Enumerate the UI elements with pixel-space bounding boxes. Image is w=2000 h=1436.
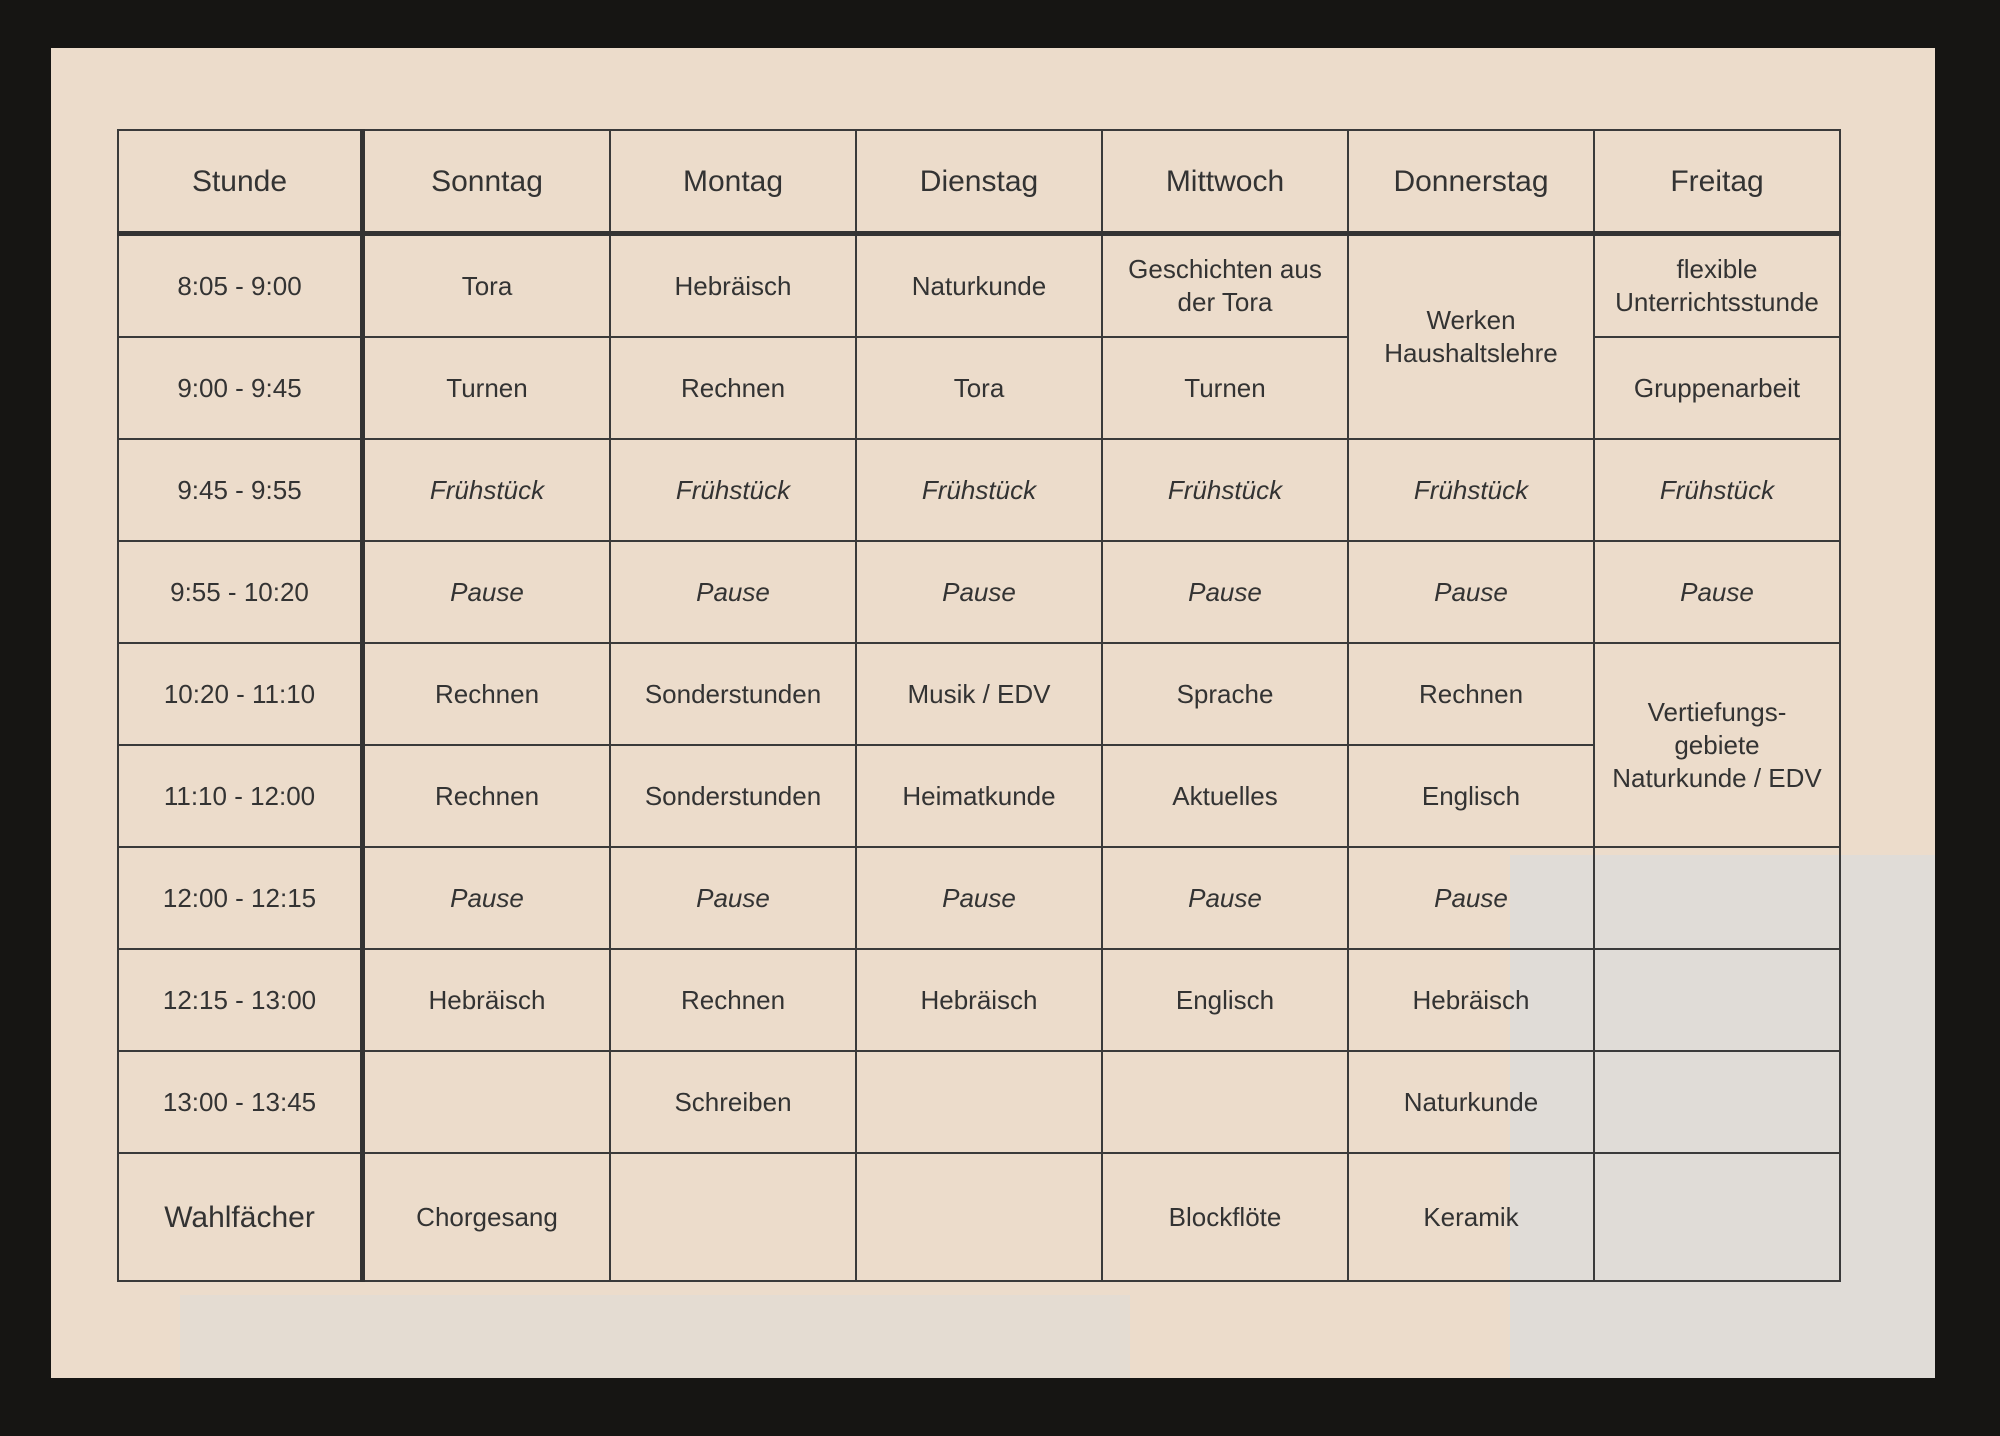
table-cell: Pause <box>1347 540 1595 644</box>
time-cell: Wahlfächer <box>117 1152 365 1282</box>
column-header: Dienstag <box>855 129 1103 236</box>
table-row: 8:05 - 9:00 Tora Hebräisch Naturkunde Geschi… <box>117 232 1841 440</box>
table-cell: Blockflöte <box>1101 1152 1349 1282</box>
table-cell: Tora <box>361 232 611 338</box>
table-cell: Heimatkunde <box>855 744 1103 848</box>
table-cell: Keramik <box>1347 1152 1595 1282</box>
table-cell: Pause <box>1101 846 1349 950</box>
table-row: 11:10 - 12:00 Rechnen Sonderstunden Heimatk… <box>117 744 1840 848</box>
table-cell: Aktuelles <box>1101 744 1349 848</box>
table-row: 10:20 - 11:10 Rechnen Sonderstunden Musik /… <box>117 642 1841 848</box>
header-row: Stunde Sonntag Montag Dienstag Mittwoch Donne… <box>117 129 1841 236</box>
table-row: 9:45 - 9:55 Frühstück Frühstück Frühstück Fr… <box>117 438 1841 542</box>
time-cell: 9:00 - 9:45 <box>117 336 365 440</box>
table-cell: Pause <box>361 540 611 644</box>
table-cell: Frühstück <box>609 438 857 542</box>
table-row: 12:00 - 12:15 Pause Pause Pause Pause Pause <box>117 846 1841 950</box>
time-cell: 9:45 - 9:55 <box>117 438 365 542</box>
timetable: Stunde Sonntag Montag Dienstag Mittwoch Donne… <box>117 129 1841 1282</box>
table-row: 12:15 - 13:00 Hebräisch Rechnen Hebräisch En… <box>117 948 1841 1052</box>
table-cell: Englisch <box>1347 744 1595 848</box>
table-cell: Schreiben <box>609 1050 857 1154</box>
table-cell: Pause <box>1347 846 1595 950</box>
table-cell: Pause <box>609 540 857 644</box>
faded-area <box>180 1295 1130 1378</box>
table-cell: Turnen <box>1101 336 1349 440</box>
table-cell: Rechnen <box>361 744 611 848</box>
table-cell: Pause <box>855 540 1103 644</box>
table-row: 9:55 - 10:20 Pause Pause Pause Pause Pause Pau… <box>117 540 1841 644</box>
table-cell: Frühstück <box>361 438 611 542</box>
table-cell: Geschichten aus der Tora <box>1101 232 1349 338</box>
table-cell: Englisch <box>1101 948 1349 1052</box>
table-cell: Hebräisch <box>1347 948 1595 1052</box>
table-cell: Pause <box>609 846 857 950</box>
table-cell: Pause <box>1101 540 1349 644</box>
table-cell: Hebräisch <box>855 948 1103 1052</box>
column-header: Donnerstag <box>1347 129 1595 236</box>
time-cell: 12:00 - 12:15 <box>117 846 365 950</box>
column-header: Mittwoch <box>1101 129 1349 236</box>
table-cell: Frühstück <box>1101 438 1349 542</box>
table-cell <box>855 1050 1103 1154</box>
table-cell: Frühstück <box>855 438 1103 542</box>
table-cell: Naturkunde <box>1347 1050 1595 1154</box>
table-cell <box>1593 948 1841 1052</box>
table-row: Wahlfächer Chorgesang Blockflöte Keramik <box>117 1152 1841 1282</box>
time-cell: 8:05 - 9:00 <box>117 232 365 338</box>
table-cell: Gruppenarbeit <box>1593 336 1841 440</box>
table-cell <box>855 1152 1103 1282</box>
table-cell: Chorgesang <box>361 1152 611 1282</box>
column-header: Freitag <box>1593 129 1841 236</box>
time-cell: 12:15 - 13:00 <box>117 948 365 1052</box>
column-header: Sonntag <box>361 129 611 236</box>
table-cell: Rechnen <box>609 948 857 1052</box>
table-cell: Frühstück <box>1593 438 1841 542</box>
table-cell: Rechnen <box>609 336 857 440</box>
table-cell: Musik / EDV <box>855 642 1103 746</box>
table-row: 13:00 - 13:45 Schreiben Naturkunde <box>117 1050 1841 1154</box>
table-cell: Tora <box>855 336 1103 440</box>
table-cell: Turnen <box>361 336 611 440</box>
time-cell: 11:10 - 12:00 <box>117 744 365 848</box>
table-cell <box>361 1050 611 1154</box>
table-cell: Werken Haushaltslehre <box>1347 232 1595 440</box>
table-cell: Sonderstunden <box>609 744 857 848</box>
time-cell: 10:20 - 11:10 <box>117 642 365 746</box>
table-cell: Sonderstunden <box>609 642 857 746</box>
column-header: Montag <box>609 129 857 236</box>
table-cell <box>1593 1050 1841 1154</box>
table-cell: Pause <box>361 846 611 950</box>
table-cell: Rechnen <box>1347 642 1595 746</box>
time-cell: 9:55 - 10:20 <box>117 540 365 644</box>
table-cell: flexible Unterrichtsstunde <box>1593 232 1841 338</box>
table-cell <box>1593 846 1841 950</box>
table-cell: Frühstück <box>1347 438 1595 542</box>
table-cell <box>1101 1050 1349 1154</box>
table-cell <box>1593 1152 1841 1282</box>
table-cell: Hebräisch <box>361 948 611 1052</box>
table-cell: Vertiefungs- gebiete Naturkunde / EDV <box>1593 642 1841 848</box>
table-cell: Pause <box>1593 540 1841 644</box>
table-cell: Rechnen <box>361 642 611 746</box>
table-cell: Sprache <box>1101 642 1349 746</box>
table-cell: Naturkunde <box>855 232 1103 338</box>
table-row: 9:00 - 9:45 Turnen Rechnen Tora Turnen Gruppe… <box>117 336 1841 440</box>
column-header: Stunde <box>117 129 365 236</box>
table-cell <box>609 1152 857 1282</box>
table-cell: Pause <box>855 846 1103 950</box>
time-cell: 13:00 - 13:45 <box>117 1050 365 1154</box>
table-cell: Hebräisch <box>609 232 857 338</box>
